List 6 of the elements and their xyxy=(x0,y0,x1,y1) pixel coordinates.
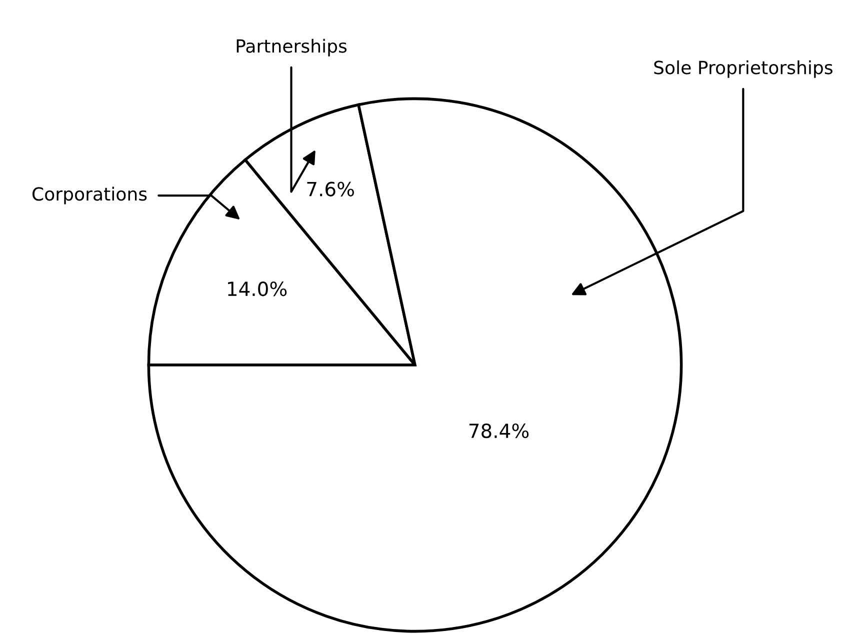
data-label: 7.6% xyxy=(307,182,354,196)
slice-label: Partnerships xyxy=(236,38,347,56)
data-label: 78.4% xyxy=(469,423,529,438)
data-label: 14.0% xyxy=(228,281,287,296)
slice-label: Corporations xyxy=(32,186,147,204)
slice-label: Sole Proprietorships xyxy=(654,60,832,78)
